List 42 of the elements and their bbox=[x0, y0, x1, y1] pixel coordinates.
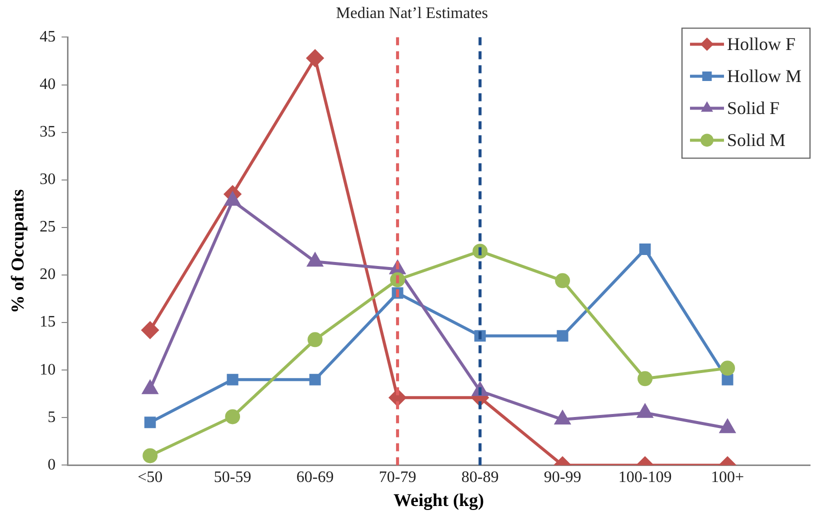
y-tick-label: 5 bbox=[48, 408, 56, 426]
point bbox=[142, 322, 159, 339]
y-axis-title: % of Occupants bbox=[7, 189, 28, 314]
point bbox=[554, 411, 570, 425]
y-tick-label: 30 bbox=[40, 171, 56, 188]
x-tick-label: 70-79 bbox=[378, 469, 416, 486]
x-tick-label: 100-109 bbox=[618, 469, 672, 486]
x-axis-title: Weight (kg) bbox=[394, 490, 484, 510]
x-tick-label: <50 bbox=[138, 469, 163, 486]
point bbox=[720, 420, 736, 434]
point bbox=[144, 416, 156, 428]
x-tick-label: 60-69 bbox=[296, 469, 334, 486]
point bbox=[225, 409, 240, 424]
legend-label: Hollow M bbox=[727, 66, 802, 86]
y-tick-label: 35 bbox=[40, 124, 56, 141]
point bbox=[309, 374, 321, 386]
point bbox=[226, 374, 238, 386]
point bbox=[142, 380, 158, 394]
legend-label: Hollow F bbox=[727, 34, 796, 54]
point bbox=[556, 330, 568, 342]
point bbox=[639, 244, 651, 256]
y-tick-label: 0 bbox=[48, 456, 56, 474]
y-tick-label: 10 bbox=[40, 361, 56, 378]
x-tick-label: 50-59 bbox=[214, 469, 252, 486]
x-tick-label: 90-99 bbox=[544, 469, 582, 486]
y-tick-label: 40 bbox=[40, 76, 56, 93]
point bbox=[555, 273, 570, 288]
point bbox=[308, 332, 323, 348]
y-tick-label: 15 bbox=[40, 314, 56, 331]
legend-label: Solid M bbox=[727, 130, 786, 150]
point bbox=[142, 448, 158, 464]
y-tick-label: 45 bbox=[40, 28, 56, 46]
y-tick-label: 25 bbox=[40, 218, 56, 236]
point bbox=[306, 50, 324, 67]
chart-title: Median Nat’l Estimates bbox=[336, 4, 488, 22]
point bbox=[720, 360, 736, 376]
point bbox=[638, 371, 653, 386]
point bbox=[722, 374, 734, 386]
legend-label: Solid F bbox=[727, 98, 780, 118]
x-tick-label: 80-89 bbox=[461, 469, 499, 486]
x-tick-label: 100+ bbox=[710, 469, 744, 486]
y-tick-label: 20 bbox=[40, 266, 56, 284]
